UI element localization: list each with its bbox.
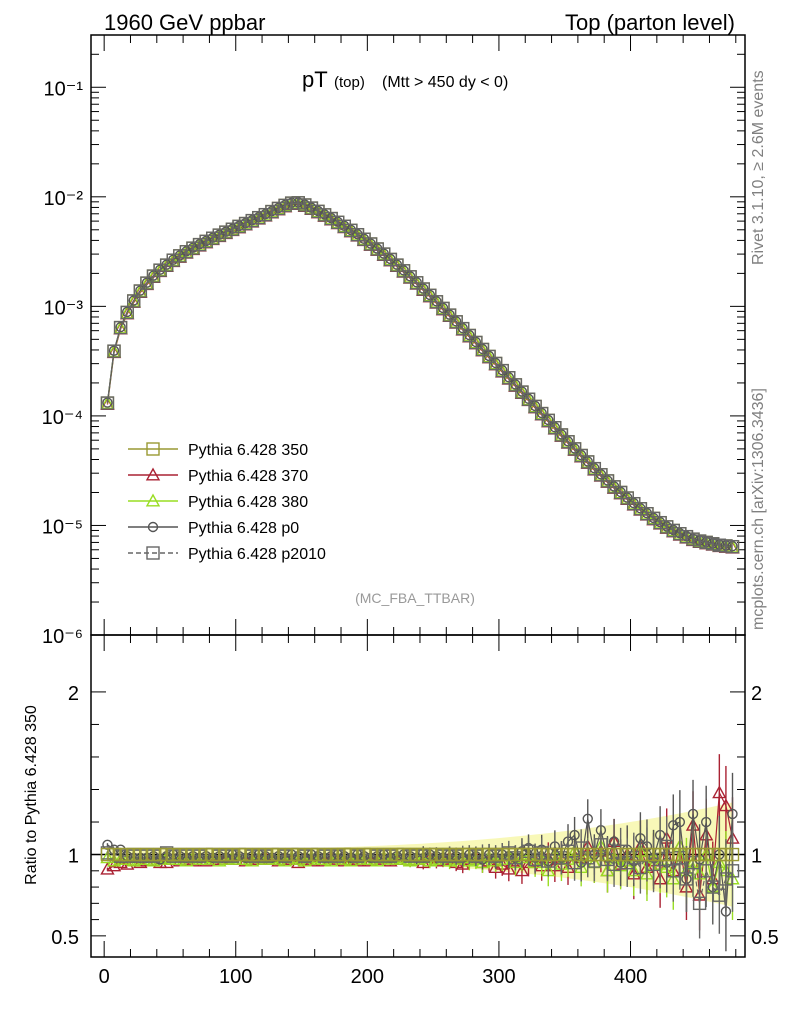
data-point <box>100 396 115 410</box>
ratio-data-point <box>488 860 503 874</box>
legend-entry: Pythia 6.428 380 <box>128 493 308 511</box>
legend-marker <box>147 521 159 533</box>
ratio-y-tick-label: 2 <box>68 683 79 705</box>
y-tick-label: 10⁻² <box>44 188 84 210</box>
ratio-reference-point <box>725 847 740 862</box>
ratio-y-tick-label: 0.5 <box>51 927 79 949</box>
ratio-data-point <box>668 820 679 831</box>
legend-label: Pythia 6.428 370 <box>188 468 308 485</box>
ratio-plot-frame <box>90 634 746 958</box>
header-left-label: 1960 GeV ppbar <box>104 10 265 35</box>
legend-entry: Pythia 6.428 p0 <box>128 520 299 537</box>
legend: Pythia 6.428 350 Pythia 6.428 370 Pythia 6… <box>128 442 326 563</box>
data-point <box>115 321 126 333</box>
y-tick-label: 10⁻⁴ <box>42 407 83 429</box>
y-tick-label: 10⁻⁶ <box>42 626 83 648</box>
data-point <box>100 396 115 410</box>
legend-marker <box>146 546 160 560</box>
x-tick-label: 100 <box>219 966 252 988</box>
ratio-data-point <box>337 851 352 865</box>
ratio-data-point <box>514 863 530 877</box>
plot-title-main: pT <box>302 67 328 92</box>
legend-marker <box>146 442 160 456</box>
plot-title-sub: (top) <box>334 74 365 91</box>
x-tick-label: 400 <box>614 966 647 988</box>
legend-marker <box>145 493 161 507</box>
series-markers <box>100 196 740 554</box>
ratio-y-tick-label-right: 2 <box>751 683 762 705</box>
ratio-y-tick-label-right: 0.5 <box>751 927 779 949</box>
header-right-label: Top (parton level) <box>565 10 735 35</box>
data-point <box>725 539 740 554</box>
ratio-reference-markers <box>100 847 740 862</box>
legend-label: Pythia 6.428 p0 <box>188 520 299 537</box>
ratio-data-point <box>687 808 699 820</box>
x-tick-label: 0 <box>99 966 110 988</box>
ratio-data-point <box>727 808 738 820</box>
x-tick-label: 300 <box>482 966 515 988</box>
y-tick-label: 10⁻⁵ <box>42 516 83 538</box>
y-tick-label: 10⁻³ <box>44 297 84 319</box>
x-tick-label: 200 <box>351 966 384 988</box>
ratio-data-point <box>172 851 188 865</box>
ratio-data-point <box>582 813 593 824</box>
legend-label: Pythia 6.428 380 <box>188 494 308 511</box>
ratio-y-axis-label: Ratio to Pythia 6.428 350 <box>23 705 40 885</box>
rivet-version-label: Rivet 3.1.10, ≥ 2.6M events <box>750 70 767 265</box>
main-plot-panel: 10⁻⁶ 10⁻⁵ 10⁻⁴ 10⁻³ 10⁻² 10⁻¹ <box>42 34 746 648</box>
ratio-data-point <box>718 798 734 812</box>
ratio-data-point <box>700 816 712 828</box>
legend-entry: Pythia 6.428 p2010 <box>128 546 326 563</box>
ratio-data-point <box>119 851 135 865</box>
ratio-plot-panel: 0.5 0.5 1 1 2 2 0 100 200 300 400 <box>51 634 779 988</box>
plot-title-cut: (Mtt > 450 dy < 0) <box>382 74 508 91</box>
y-tick-label: 10⁻¹ <box>44 78 84 100</box>
legend-entry: Pythia 6.428 350 <box>128 442 308 459</box>
ratio-data-point <box>291 851 306 865</box>
ratio-data-point <box>100 850 115 864</box>
ratio-y-tick-label-right: 1 <box>751 846 762 868</box>
ratio-y-tick-label: 1 <box>68 846 79 868</box>
ratio-data-point <box>271 851 286 865</box>
data-point <box>107 344 121 358</box>
data-point <box>113 320 128 334</box>
legend-marker <box>145 467 161 481</box>
ratio-data-point <box>725 864 740 878</box>
mcplots-source-label: mcplots.cern.ch [arXiv:1306.3436] <box>750 388 767 630</box>
legend-label: Pythia 6.428 p2010 <box>188 546 326 563</box>
ratio-data-point <box>712 785 727 799</box>
data-point <box>119 305 135 319</box>
data-point <box>106 344 122 358</box>
ratio-data-point <box>100 861 115 875</box>
ratio-data-point <box>569 829 580 841</box>
data-point <box>113 320 128 335</box>
ratio-data-point <box>501 861 516 875</box>
legend-entry: Pythia 6.428 370 <box>128 467 308 485</box>
analysis-label: (MC_FBA_TTBAR) <box>355 590 475 606</box>
legend-label: Pythia 6.428 350 <box>188 442 308 459</box>
main-plot-frame <box>90 34 746 636</box>
